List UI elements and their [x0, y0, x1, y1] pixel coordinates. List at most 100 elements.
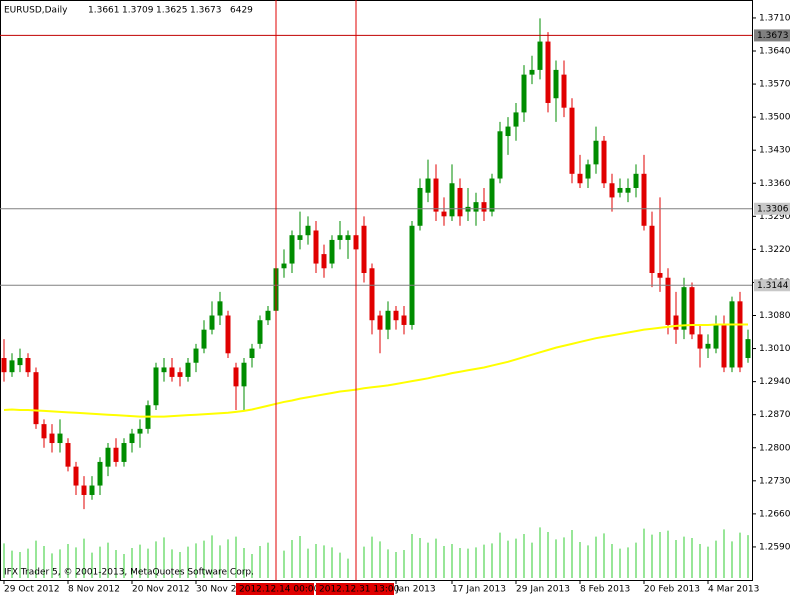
- candle-body: [129, 433, 135, 444]
- footer-copyright: IFX Trader 5, © 2001-2013, MetaQuotes So…: [4, 568, 254, 578]
- candle-body: [41, 424, 47, 439]
- candle-body: [105, 447, 111, 467]
- candle-body: [193, 348, 199, 363]
- candle-body: [657, 272, 663, 278]
- candle-body: [553, 69, 559, 99]
- price-label-box: [754, 202, 790, 215]
- candle-body: [169, 367, 175, 377]
- time-label-box: [236, 583, 314, 595]
- candle-body: [385, 310, 391, 330]
- y-tick-label: 1.3220: [759, 245, 791, 255]
- time-label: 2012.12.31 13:00: [319, 585, 400, 595]
- candle-body: [457, 187, 463, 217]
- candle-body: [321, 254, 327, 269]
- y-tick-label: 1.2870: [759, 410, 791, 420]
- price-label-box: [754, 279, 790, 292]
- x-tick-label: 29 Oct 2012: [4, 585, 60, 595]
- y-tick-label: 1.2590: [759, 542, 791, 552]
- y-tick-label: 1.2940: [759, 377, 791, 387]
- header-open: 1.3661: [88, 6, 120, 16]
- candle-body: [137, 428, 143, 434]
- candle-body: [617, 187, 623, 193]
- candle-body: [313, 230, 319, 264]
- candle-body: [433, 178, 439, 212]
- candle-body: [577, 173, 583, 184]
- candle-body: [449, 183, 455, 217]
- candle-body: [337, 235, 343, 240]
- symbol-title: EURUSD,Daily: [4, 6, 68, 16]
- x-tick-label: 17 Jan 2013: [452, 585, 506, 595]
- candle-body: [377, 315, 383, 330]
- candle-body: [305, 225, 311, 236]
- x-tick-label: 4 Mar 2013: [708, 585, 759, 595]
- candle-body: [113, 447, 119, 462]
- candle-body: [665, 277, 671, 325]
- x-tick-label: Jan 2013: [395, 585, 436, 595]
- candle-body: [57, 433, 63, 444]
- candle-body: [625, 187, 631, 193]
- candle-body: [593, 140, 599, 165]
- x-tick-label: 20 Nov 2012: [132, 585, 190, 595]
- candle-body: [329, 239, 335, 264]
- candle-body: [121, 443, 127, 462]
- candle-body: [281, 263, 287, 269]
- candle-body: [225, 315, 231, 354]
- candle-body: [673, 315, 679, 330]
- candle-body: [441, 211, 447, 217]
- x-tick-label: 20 Feb 2013: [644, 585, 700, 595]
- candle-body: [473, 202, 479, 212]
- candle-body: [425, 178, 431, 193]
- candle-body: [249, 348, 255, 359]
- candle-body: [9, 360, 15, 373]
- y-tick-label: 1.3570: [759, 80, 791, 90]
- y-tick-label: 1.3360: [759, 179, 791, 189]
- candle-body: [265, 310, 271, 321]
- candle-body: [97, 461, 103, 486]
- candle-body: [513, 112, 519, 127]
- candle-body: [585, 164, 591, 179]
- candle-body: [201, 329, 207, 349]
- candle-body: [481, 202, 487, 212]
- candle-body: [729, 301, 735, 368]
- candle-body: [569, 107, 575, 174]
- candle-body: [697, 334, 703, 349]
- candle-body: [649, 225, 655, 273]
- price-label-box: [754, 29, 790, 42]
- candle-body: [297, 235, 303, 240]
- candle-body: [217, 301, 223, 316]
- y-tick-label: 1.3500: [759, 113, 791, 123]
- price-label: 1.3306: [757, 204, 789, 214]
- candle-body: [73, 466, 79, 486]
- candle-body: [89, 485, 95, 495]
- candle-body: [25, 358, 31, 373]
- candle-body: [257, 320, 263, 344]
- candle-body: [601, 140, 607, 184]
- candle-body: [529, 69, 535, 75]
- header-close: 1.3673: [190, 6, 222, 16]
- candle-body: [721, 324, 727, 368]
- candle-body: [561, 74, 567, 108]
- header-low: 1.3625: [156, 6, 188, 16]
- y-tick-label: 1.2730: [759, 476, 791, 486]
- candle-body: [545, 41, 551, 103]
- candle-body: [681, 287, 687, 330]
- candle-body: [737, 301, 743, 368]
- candle-body: [417, 187, 423, 226]
- candle-body: [49, 433, 55, 444]
- y-tick-label: 1.3290: [759, 212, 791, 222]
- x-tick-label: 29 Jan 2013: [516, 585, 570, 595]
- candle-body: [633, 173, 639, 188]
- header-high: 1.3709: [122, 6, 154, 16]
- candle-body: [609, 183, 615, 198]
- candle-body: [1, 358, 7, 373]
- x-tick-label: 8 Nov 2012: [68, 585, 120, 595]
- candle-body: [641, 173, 647, 226]
- x-tick-label: 8 Feb 2013: [580, 585, 630, 595]
- candle-body: [33, 372, 39, 425]
- x-tick-label: 30 Nov 2012: [196, 585, 254, 595]
- time-label-box: [316, 583, 394, 595]
- candle-body: [401, 315, 407, 325]
- plot: [1, 18, 751, 578]
- header-volume: 6429: [230, 6, 253, 16]
- y-tick-label: 1.3710: [759, 13, 791, 23]
